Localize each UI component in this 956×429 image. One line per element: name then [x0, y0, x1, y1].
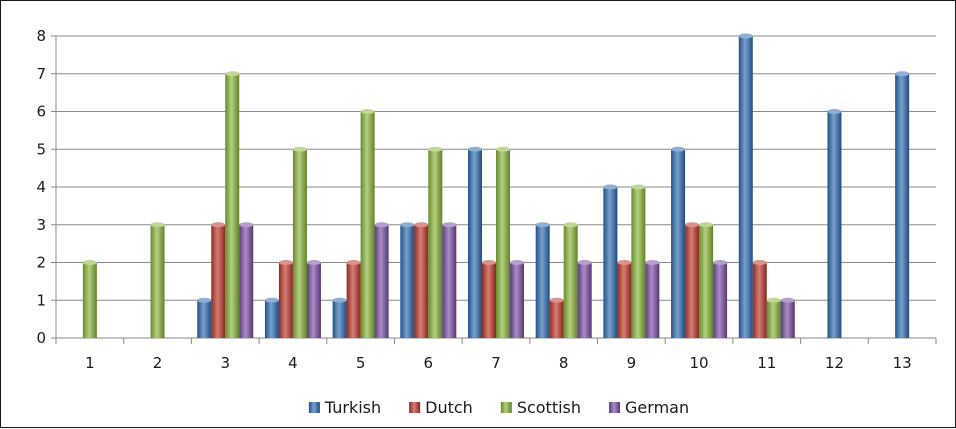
legend-label: German [625, 398, 689, 417]
x-tick-label: 4 [288, 354, 298, 372]
y-tick-label: 1 [36, 291, 46, 309]
bar-scottish-4 [292, 146, 307, 338]
legend-item-scottish: Scottish [500, 398, 581, 417]
x-tick-label: 13 [893, 354, 912, 372]
x-tick-label: 5 [356, 354, 366, 372]
bar-scottish-11 [766, 297, 781, 338]
bar-german-10 [713, 260, 728, 338]
bar-turkish-4 [264, 297, 279, 338]
bar-turkish-9 [603, 184, 618, 338]
bar-dutch-3 [211, 222, 226, 338]
bar-dutch-10 [685, 222, 700, 338]
bar-german-6 [442, 222, 457, 338]
bar-scottish-3 [225, 71, 240, 338]
bar-dutch-8 [549, 297, 564, 338]
bar-scottish-1 [82, 260, 97, 338]
legend-swatch [609, 402, 621, 413]
x-tick-label: 12 [825, 354, 844, 372]
x-tick-label: 1 [85, 354, 95, 372]
bar-dutch-4 [278, 260, 293, 338]
bar-german-7 [510, 260, 524, 338]
bar-turkish-10 [671, 146, 686, 338]
bar-german-9 [645, 260, 660, 338]
bar-scottish-8 [563, 222, 578, 338]
bar-turkish-13 [895, 71, 910, 338]
x-tick-label: 7 [491, 354, 501, 372]
bar-turkish-7 [468, 146, 482, 338]
legend-item-german: German [609, 398, 689, 417]
legend-label: Turkish [324, 398, 381, 417]
bar-german-8 [577, 260, 592, 338]
y-tick-label: 5 [36, 140, 46, 158]
legend-swatch [308, 402, 320, 413]
y-tick-labels: 0 1 2 3 4 5 6 7 8 [36, 27, 46, 347]
bar-dutch-7 [482, 260, 496, 338]
x-tick-label: 2 [153, 354, 163, 372]
bar-scottish-2 [150, 222, 165, 338]
legend-swatch [409, 402, 421, 413]
bar-german-3 [239, 222, 254, 338]
y-tick-label: 0 [36, 329, 46, 347]
bar-scottish-5 [360, 109, 375, 338]
legend-swatch [500, 402, 512, 413]
y-tick-label: 6 [36, 103, 46, 121]
legend: Turkish Dutch Scottish German [308, 398, 689, 417]
legend-item-turkish: Turkish [308, 398, 381, 417]
bar-german-4 [306, 260, 321, 338]
bar-turkish-5 [332, 297, 347, 338]
bar-dutch-11 [752, 260, 767, 338]
y-tick-label: 7 [36, 65, 46, 83]
bar-scottish-9 [631, 184, 646, 338]
x-tick-label: 6 [424, 354, 434, 372]
x-tick-label: 10 [690, 354, 709, 372]
x-tick-label: 9 [627, 354, 637, 372]
bar-scottish-10 [699, 222, 714, 338]
x-tick-label: 8 [559, 354, 569, 372]
bar-german-5 [374, 222, 389, 338]
bar-german-11 [780, 297, 795, 338]
legend-item-dutch: Dutch [409, 398, 473, 417]
bar-scottish-6 [428, 146, 443, 338]
bar-turkish-11 [738, 33, 753, 338]
bar-turkish-6 [400, 222, 415, 338]
x-tick-labels: 1 2 3 4 5 6 7 8 9 10 11 12 13 [85, 354, 912, 372]
bar-turkish-3 [197, 297, 212, 338]
y-tick-label: 3 [36, 216, 46, 234]
y-tick-label: 8 [36, 27, 46, 45]
y-tick-label: 4 [36, 178, 46, 196]
legend-label: Scottish [517, 398, 581, 417]
bar-dutch-5 [346, 260, 361, 338]
bar-dutch-6 [414, 222, 429, 338]
bar-turkish-8 [535, 222, 550, 338]
bar-scottish-7 [496, 146, 510, 338]
x-tick-label: 3 [220, 354, 230, 372]
y-tick-label: 2 [36, 254, 46, 272]
bars [82, 33, 910, 338]
bar-turkish-12 [827, 109, 842, 338]
x-tick-label: 11 [757, 354, 776, 372]
bar-dutch-9 [617, 260, 632, 338]
legend-label: Dutch [425, 398, 473, 417]
